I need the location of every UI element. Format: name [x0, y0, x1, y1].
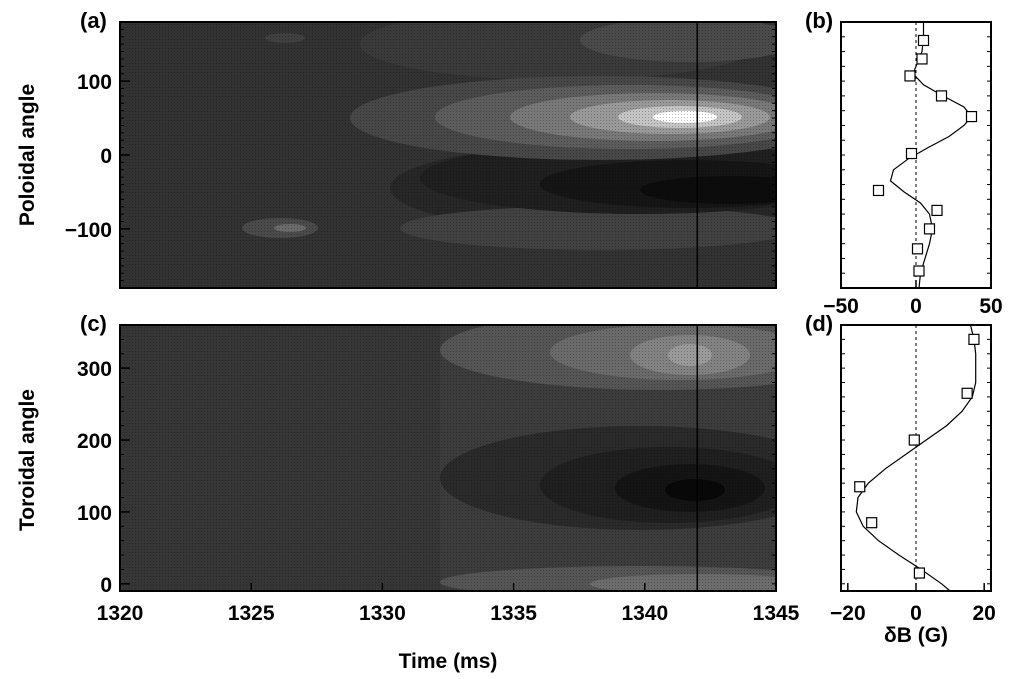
- y-tick-label: 300: [77, 358, 112, 381]
- data-point: [904, 70, 916, 82]
- data-point: [961, 387, 973, 399]
- data-point: [913, 265, 925, 277]
- panel-c-frame: [119, 324, 777, 592]
- data-point: [917, 34, 930, 47]
- panel-b-points: [872, 34, 978, 277]
- panel-c-label: (c): [80, 311, 107, 336]
- panel-d-xlabel: δB (G): [884, 624, 948, 647]
- panel-b-label: (b): [805, 8, 833, 33]
- panel-c-texture: [120, 325, 776, 591]
- x-tick-label: 1345: [753, 602, 800, 625]
- x-tick-label: 1335: [490, 602, 537, 625]
- y-tick-label: 200: [77, 430, 112, 453]
- y-tick-label: 0: [100, 574, 112, 597]
- x-tick-label: 20: [973, 602, 996, 625]
- data-point: [908, 434, 920, 446]
- x-tick-label: 0: [910, 295, 922, 318]
- data-point: [931, 204, 943, 217]
- panel-c-ticks: 0 100 200 300 1320 1325 1330 1335 1340 1345: [77, 324, 800, 625]
- data-point: [913, 567, 926, 579]
- panel-d: −20 0 20 (d) δB (G): [805, 311, 996, 647]
- y-tick-label: 0: [100, 145, 112, 168]
- data-point: [935, 90, 948, 102]
- x-tick-label: −20: [830, 602, 866, 625]
- panel-a: −100 0 100 (a) Poloidal angle: [16, 8, 777, 289]
- data-point: [968, 333, 980, 345]
- panel-c-ylabel: Toroidal angle: [16, 389, 39, 531]
- panel-d-ticks: −20 0 20: [830, 324, 996, 625]
- x-tick-label: 0: [910, 602, 922, 625]
- x-tick-label: 1325: [228, 602, 275, 625]
- data-point: [916, 53, 928, 65]
- panel-b-ticks: −50 0 50: [823, 21, 1003, 318]
- panel-c-xlabel: Time (ms): [399, 650, 498, 673]
- panel-a-label: (a): [80, 8, 107, 33]
- x-tick-label: −50: [823, 295, 859, 318]
- y-tick-label: −100: [65, 219, 112, 242]
- panel-d-label: (d): [805, 311, 833, 336]
- panel-d-points: [854, 333, 980, 579]
- data-point: [872, 184, 885, 197]
- x-tick-label: 1330: [359, 602, 406, 625]
- data-point: [866, 517, 878, 529]
- panel-a-texture: [120, 22, 776, 288]
- data-point: [905, 147, 918, 160]
- y-tick-label: 100: [77, 71, 112, 94]
- x-tick-label: 1320: [97, 602, 144, 625]
- data-point: [854, 481, 866, 493]
- panel-c: 0 100 200 300 1320 1325 1330 1335 1340 1345 (c) T…: [16, 311, 800, 673]
- panel-b: −50 0 50 (b): [805, 8, 1003, 318]
- y-tick-label: 100: [77, 502, 112, 525]
- data-point: [923, 223, 936, 235]
- x-tick-label: 1340: [621, 602, 668, 625]
- panel-a-ylabel: Poloidal angle: [16, 84, 39, 226]
- data-point: [965, 110, 978, 123]
- data-point: [911, 243, 924, 255]
- x-tick-label: 50: [979, 295, 1002, 318]
- panel-d-fit-curve: [855, 324, 977, 592]
- panel-a-ticks: −100 0 100: [65, 21, 776, 289]
